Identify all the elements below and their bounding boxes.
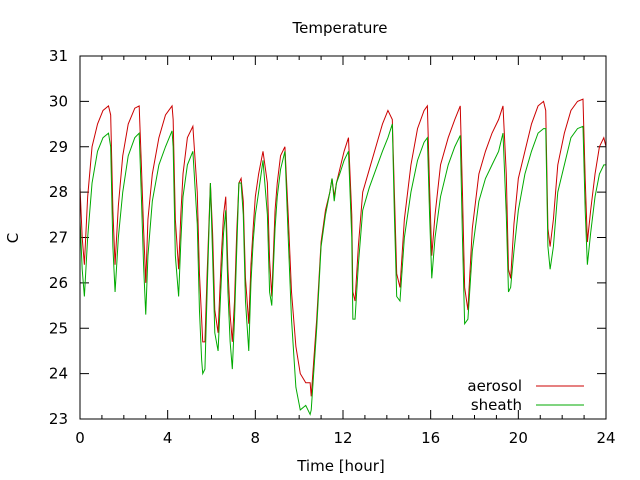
- x-tick-label: 16: [421, 429, 440, 447]
- plot-frame: [79, 55, 607, 420]
- y-tick-label: 28: [49, 183, 68, 201]
- x-tick-label: 12: [333, 429, 352, 447]
- legend-label-sheath: sheath: [471, 396, 522, 414]
- y-tick-label: 25: [49, 319, 68, 337]
- series-layer: [79, 98, 607, 416]
- x-tick-label: 0: [75, 429, 85, 447]
- y-tick-label: 26: [49, 274, 68, 292]
- y-tick-label: 31: [49, 47, 68, 65]
- x-tick-label: 20: [509, 429, 528, 447]
- chart-title: Temperature: [291, 19, 387, 37]
- series-line-aerosol: [79, 98, 607, 397]
- y-axis-label: C: [4, 233, 22, 243]
- y-tick-label: 27: [49, 229, 68, 247]
- y-tick-label: 29: [49, 138, 68, 156]
- x-tick-labels: 0 4 8 12 16 20 24: [75, 429, 615, 447]
- series-line-sheath: [79, 123, 606, 416]
- y-tick-label: 23: [49, 410, 68, 428]
- axis-ticks: [79, 55, 607, 420]
- x-tick-label: 24: [596, 429, 615, 447]
- legend-label-aerosol: aerosol: [467, 377, 522, 395]
- x-axis-label: Time [hour]: [296, 457, 385, 475]
- x-tick-label: 8: [251, 429, 261, 447]
- x-tick-label: 4: [163, 429, 173, 447]
- y-tick-label: 30: [49, 92, 68, 110]
- y-tick-labels: 23 24 25 26 27 28 29 30 31: [49, 47, 68, 428]
- y-tick-label: 24: [49, 365, 68, 383]
